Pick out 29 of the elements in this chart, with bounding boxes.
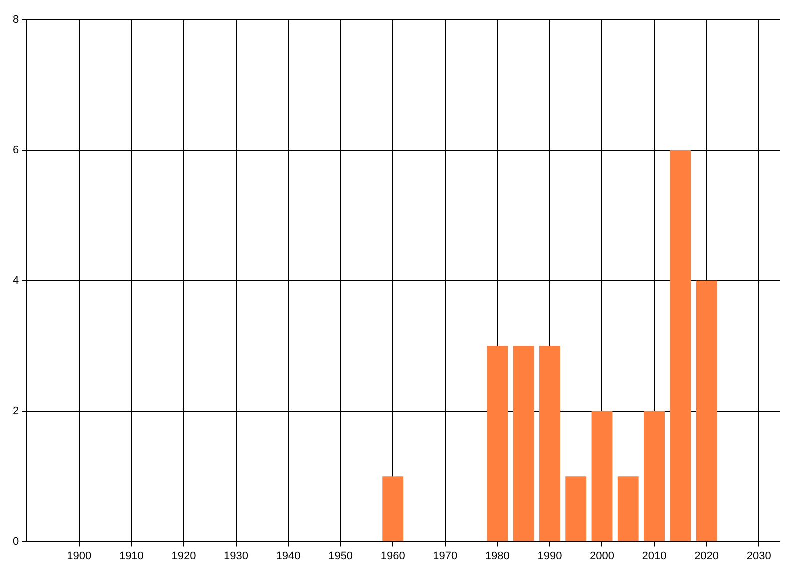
bar xyxy=(696,280,718,542)
bar xyxy=(566,476,587,542)
bar xyxy=(382,476,404,542)
x-tick-label: 1990 xyxy=(538,550,562,562)
bar xyxy=(513,346,534,542)
x-tick-label: 2020 xyxy=(694,550,720,562)
bar xyxy=(670,150,692,542)
x-tick-label: 1950 xyxy=(328,550,354,562)
y-tick-label: 0 xyxy=(12,536,20,548)
bar xyxy=(592,411,613,542)
x-tick-label: 1920 xyxy=(172,550,196,562)
y-tick-label: 6 xyxy=(12,144,20,156)
bar xyxy=(644,411,665,542)
x-tick-label: 2000 xyxy=(590,550,614,562)
x-tick-label: 1960 xyxy=(380,550,406,562)
x-tick-label: 1980 xyxy=(485,550,510,562)
y-tick-label: 2 xyxy=(12,405,20,418)
x-tick-label: 1930 xyxy=(224,550,248,562)
bar xyxy=(539,346,560,542)
x-tick-label: 1900 xyxy=(67,550,92,562)
x-tick-label: 1940 xyxy=(276,550,301,562)
x-tick-label: 2010 xyxy=(642,550,667,562)
y-tick-label: 4 xyxy=(12,274,20,287)
bar xyxy=(618,476,639,542)
y-tick-label: 8 xyxy=(12,14,20,26)
x-tick-label: 1910 xyxy=(119,550,144,562)
bar xyxy=(487,346,508,542)
x-tick-label: 2030 xyxy=(746,550,772,562)
x-tick-label: 1970 xyxy=(433,550,458,562)
